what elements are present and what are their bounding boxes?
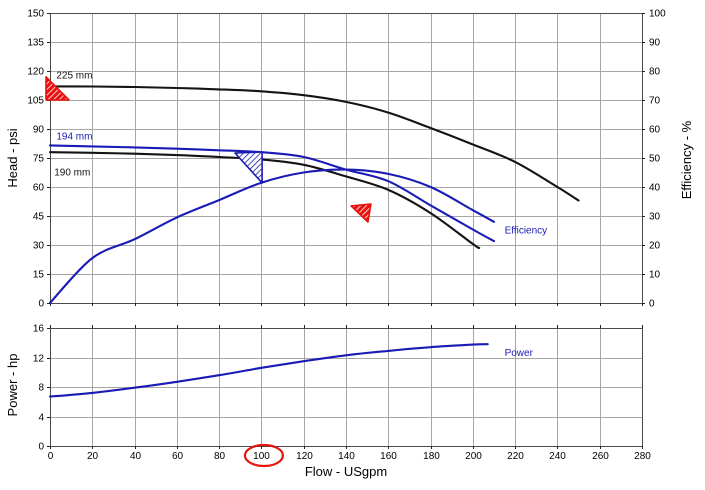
flow-x-axis-title: Flow - USgpm [304,464,388,479]
power-chart-group: 0 20 40 60 80 100 120 140 160 180 200 220 240 260 280 0… [33,324,651,468]
efficiency-y-axis-title: Efficiency - % [679,120,694,200]
y-right-tick-label: 20 [649,241,661,252]
gridlines [50,328,642,446]
duty-flag-blue-marker [234,151,263,184]
y-left-tick-label: 105 [27,96,44,107]
head-y-axis-title: Head - psi [5,128,20,188]
y-left-tick-label: 45 [33,212,45,223]
curve-label-225-mm: 225 mm [56,71,92,82]
flag-red-mid-marker [350,203,372,223]
y-right-tick-label: 0 [649,299,655,310]
head-chart-group: 0 15 30 45 60 75 90 105 120 135 150 0 10 20 30 40 50 60 70… [27,9,666,310]
x-tick-label: 120 [296,451,313,462]
tick-labels: 0 15 30 45 60 75 90 105 120 135 150 0 10 20 30 40 50 60 70… [27,9,666,310]
curve-label-efficiency: Efficiency [505,225,548,236]
curve-194-mm [48,144,496,243]
y-right-tick-label: 50 [649,154,661,165]
y-left-tick-label: 0 [38,299,44,310]
flag-red-left-marker [45,76,70,101]
circled-x-tick-annotation [243,443,285,468]
y-left-tick-label: 150 [27,9,44,20]
curve-label-power: Power [505,348,534,359]
curve-190-mm [48,151,481,249]
y-left-tick-label: 4 [38,413,44,424]
x-tick-label: 160 [380,451,397,462]
power-y-axis-title: Power - hp [5,353,20,417]
x-tick-label: 40 [130,451,142,462]
x-tick-label: 240 [549,451,566,462]
y-left-tick-label: 8 [38,383,44,394]
x-tick-label: 220 [507,451,524,462]
y-left-tick-label: 0 [38,442,44,453]
y-left-tick-label: 16 [33,324,45,335]
curve-label-190-mm: 190 mm [54,167,90,178]
y-right-tick-label: 70 [649,96,661,107]
x-tick-label: 280 [634,451,651,462]
y-right-tick-label: 90 [649,38,661,49]
y-left-tick-label: 120 [27,67,44,78]
y-left-tick-label: 15 [33,270,45,281]
y-left-tick-label: 60 [33,183,45,194]
y-right-tick-label: 100 [649,9,666,20]
y-right-tick-label: 10 [649,270,661,281]
y-right-tick-label: 60 [649,125,661,136]
y-left-tick-label: 30 [33,241,45,252]
curve-225-mm [48,85,580,202]
curve-power [48,343,489,398]
tick-marks [47,325,643,449]
tick-marks [47,13,645,306]
curve-label-194-mm: 194 mm [56,132,92,143]
x-tick-label: 180 [423,451,440,462]
x-tick-label: 100 [253,451,270,462]
x-tick-label: 60 [172,451,184,462]
gridlines [50,13,642,303]
y-left-tick-label: 90 [33,125,45,136]
y-left-tick-label: 75 [33,154,45,165]
y-right-tick-label: 30 [649,212,661,223]
curve-efficiency [48,168,496,305]
x-tick-label: 20 [87,451,99,462]
y-right-tick-label: 40 [649,183,661,194]
y-right-tick-label: 80 [649,67,661,78]
x-tick-label: 0 [48,451,54,462]
x-tick-label: 260 [592,451,609,462]
y-left-tick-label: 135 [27,38,44,49]
x-tick-label: 200 [465,451,482,462]
y-left-tick-label: 12 [33,354,45,365]
x-tick-label: 140 [338,451,355,462]
x-tick-label: 80 [214,451,226,462]
tick-labels: 0 20 40 60 80 100 120 140 160 180 200 220 240 260 280 0… [33,324,651,463]
